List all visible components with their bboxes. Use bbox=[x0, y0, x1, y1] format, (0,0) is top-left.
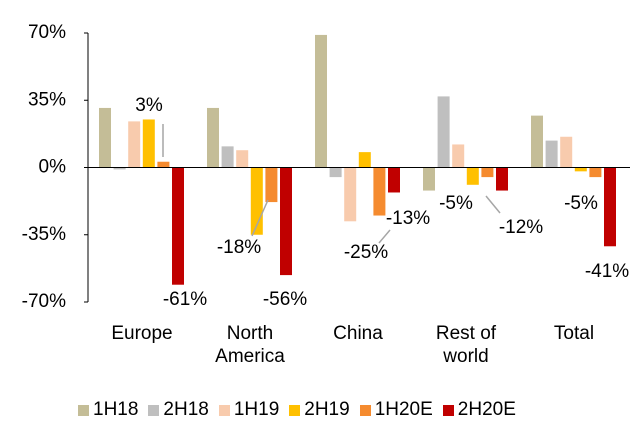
bar bbox=[157, 161, 170, 168]
legend-item: 2H19 bbox=[289, 399, 350, 421]
bar bbox=[172, 167, 184, 285]
bar bbox=[423, 167, 435, 191]
bar bbox=[560, 136, 573, 168]
legend-label: 1H20E bbox=[374, 399, 433, 420]
bar bbox=[344, 167, 357, 222]
bar bbox=[207, 107, 219, 168]
legend-swatch bbox=[359, 404, 371, 416]
value-label: -12% bbox=[499, 217, 543, 238]
value-label: 3% bbox=[135, 95, 163, 116]
bar bbox=[265, 167, 278, 203]
y-tick-label: -35% bbox=[22, 224, 66, 245]
value-label: -13% bbox=[386, 208, 430, 229]
bar bbox=[358, 152, 371, 168]
legend-swatch bbox=[289, 404, 301, 416]
legend: 1H18 2H18 1H19 2H19 1H20E 2H20E bbox=[78, 399, 526, 421]
bar bbox=[574, 167, 587, 172]
value-label: -25% bbox=[344, 242, 388, 263]
legend-item: 1H18 bbox=[78, 399, 138, 421]
bar bbox=[388, 167, 400, 193]
value-label: -61% bbox=[163, 289, 207, 310]
bar bbox=[545, 140, 558, 168]
legend-item: 2H20E bbox=[442, 399, 516, 421]
x-tick-label: China bbox=[333, 323, 383, 344]
bar bbox=[236, 150, 249, 168]
bar bbox=[315, 34, 327, 168]
bar bbox=[99, 107, 111, 168]
bar bbox=[589, 167, 602, 178]
legend-swatch bbox=[78, 404, 89, 416]
legend-label: 2H20E bbox=[457, 399, 516, 420]
legend-swatch bbox=[148, 404, 160, 416]
legend-label: 1H18 bbox=[93, 399, 139, 420]
leader-line bbox=[251, 199, 269, 237]
legend-label: 2H19 bbox=[304, 399, 350, 420]
y-tick-label: 35% bbox=[28, 89, 66, 110]
bar bbox=[531, 115, 543, 168]
bar bbox=[466, 167, 479, 185]
value-label: -5% bbox=[439, 193, 473, 214]
x-tick-label: North America bbox=[215, 323, 285, 367]
bar bbox=[373, 167, 386, 216]
bar bbox=[250, 167, 263, 235]
value-label: -18% bbox=[217, 237, 261, 258]
bar bbox=[142, 119, 155, 168]
bar bbox=[329, 167, 342, 178]
x-tick-label: Europe bbox=[111, 323, 173, 344]
x-tick-label: Rest of world bbox=[435, 323, 497, 367]
y-tick-label: 70% bbox=[28, 22, 66, 43]
bar bbox=[128, 121, 141, 168]
y-tick-label: -70% bbox=[22, 291, 66, 312]
x-tick-label: Total bbox=[553, 323, 595, 344]
legend-label: 2H18 bbox=[163, 399, 209, 420]
legend-label: 1H19 bbox=[233, 399, 280, 420]
bar bbox=[452, 144, 465, 168]
bar bbox=[496, 167, 508, 191]
value-label: -41% bbox=[585, 261, 629, 282]
legend-swatch bbox=[218, 404, 230, 416]
value-label: -56% bbox=[263, 289, 307, 310]
legend-item: 1H20E bbox=[359, 399, 433, 421]
leader-line bbox=[485, 195, 501, 214]
value-label: -5% bbox=[564, 193, 598, 214]
bar bbox=[437, 96, 450, 168]
leader-line bbox=[378, 229, 391, 244]
legend-swatch bbox=[442, 404, 454, 416]
legend-item: 2H18 bbox=[148, 399, 209, 421]
legend-item: 1H19 bbox=[218, 399, 280, 421]
y-tick-label: 0% bbox=[39, 157, 67, 178]
bar bbox=[280, 167, 292, 276]
bar bbox=[221, 146, 234, 168]
bar bbox=[481, 167, 494, 178]
bar bbox=[604, 167, 616, 247]
bar bbox=[113, 167, 126, 170]
